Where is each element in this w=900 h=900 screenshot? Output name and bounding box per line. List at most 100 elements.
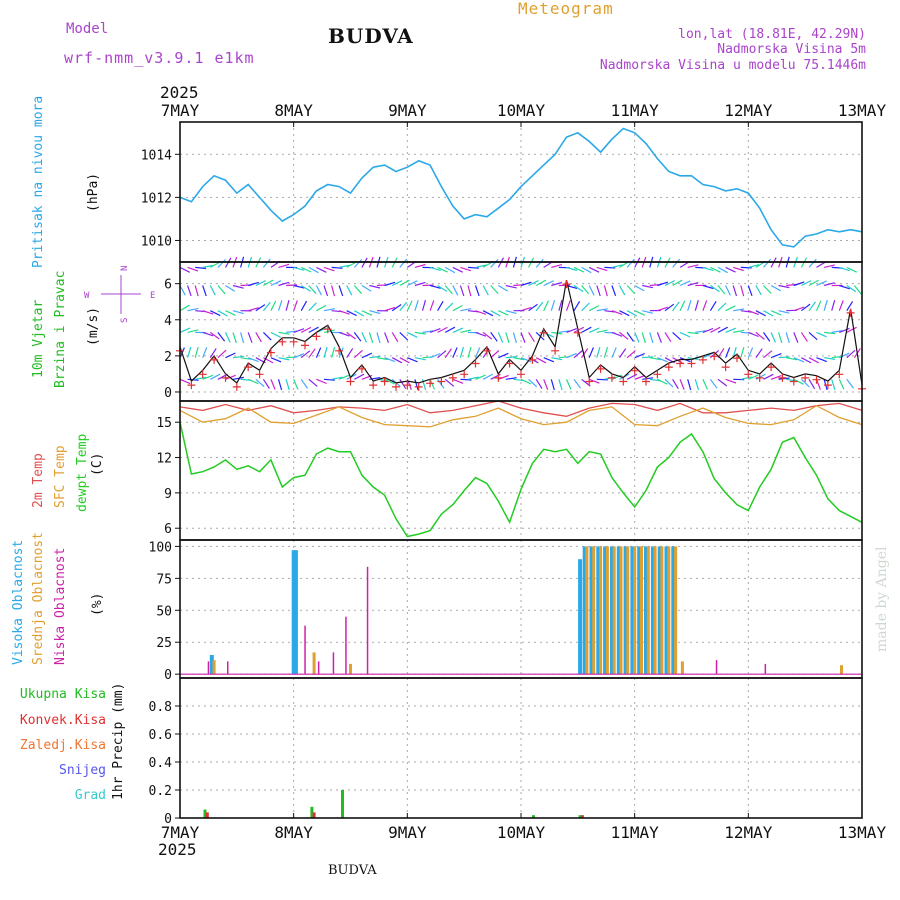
compass-east: E	[150, 291, 155, 301]
high-cloud-bar	[637, 546, 642, 675]
wind-arrow	[808, 331, 818, 341]
wind-arrow	[710, 285, 720, 293]
wind-arrow	[800, 378, 810, 388]
total-precip-bar	[578, 815, 582, 818]
wind-arrow	[725, 347, 731, 358]
wind-gust-marker	[198, 370, 207, 379]
wind-arrow	[604, 266, 616, 269]
wind-arrow	[278, 331, 290, 335]
high-cloud-bar	[603, 546, 608, 675]
wind-gust-marker	[607, 373, 616, 382]
wind-arrow	[406, 300, 413, 311]
wind-arrow	[308, 378, 318, 387]
wind-arrow	[300, 300, 308, 311]
wind-arrow	[414, 379, 419, 391]
wind-arrow	[262, 258, 271, 268]
wind-arrow	[422, 330, 434, 333]
wind-arrow	[459, 285, 465, 297]
wind-arrow	[573, 266, 585, 273]
wind-arrow	[474, 285, 480, 297]
wind-arrow	[391, 357, 403, 364]
wind-arrow	[755, 348, 763, 359]
wind-arrow	[626, 285, 636, 294]
wind-arrow	[202, 310, 214, 315]
wind-gust-marker	[426, 379, 435, 388]
y-tick-label: 2	[164, 350, 172, 365]
wind-arrow	[717, 378, 728, 387]
wind-arrow	[687, 331, 699, 335]
wind-arrow	[263, 279, 274, 287]
wind-gust-marker	[482, 346, 491, 355]
wind-arrow	[346, 310, 357, 317]
wind-arrow	[770, 375, 782, 380]
wind-arrow	[460, 266, 472, 272]
wind-arrow	[460, 308, 472, 312]
wind-arrow	[353, 285, 363, 295]
wind-arrow	[657, 378, 668, 385]
mid-cloud-bar	[646, 546, 650, 675]
wind-arrow	[293, 266, 305, 271]
wind-arrow	[740, 346, 745, 358]
wind-arrow	[217, 310, 228, 317]
wind-arrow	[482, 285, 489, 296]
wind-arrow	[179, 266, 191, 273]
wind-arrow	[414, 281, 426, 287]
mid-cloud-bar	[312, 652, 316, 675]
wind-arrow	[437, 350, 447, 359]
wind-arrow	[278, 263, 290, 268]
wind-gust-marker	[380, 377, 389, 386]
wind-arrow	[300, 266, 312, 273]
wind-arrow	[551, 264, 563, 268]
wind-gust-marker	[437, 377, 446, 386]
footer-title: BUDVA	[328, 863, 377, 878]
wind-arrow	[596, 346, 601, 358]
wind-gust-marker	[528, 355, 537, 364]
x-tick-label-bottom: 8MAY	[274, 823, 313, 842]
wind-gust-marker	[448, 373, 457, 382]
wind-arrow	[588, 347, 594, 358]
wind-arrow	[710, 266, 721, 273]
wind-gust-marker	[403, 381, 412, 390]
wind-arrow	[565, 379, 572, 390]
wind-arrow	[801, 303, 811, 312]
wind-gust-marker	[744, 370, 753, 379]
wind-arrow	[467, 346, 472, 358]
wind-arrow	[187, 346, 192, 358]
wind-arrow	[225, 284, 236, 292]
high-cloud-bar	[671, 546, 676, 675]
wind-arrow	[710, 326, 721, 333]
wind-arrow	[247, 357, 259, 363]
wind-arrow	[323, 266, 335, 272]
wind-arrow	[642, 284, 654, 289]
wind-arrow	[467, 285, 472, 297]
wind-arrow	[187, 329, 199, 333]
wind-arrow	[611, 374, 623, 380]
wind-arrow	[664, 303, 675, 312]
wind-arrow	[262, 301, 271, 312]
wind-arrow	[270, 280, 282, 287]
wind-gust-marker	[369, 381, 378, 390]
wind-arrow	[520, 357, 532, 363]
wind-arrow	[785, 332, 790, 344]
wind-arrow	[187, 285, 192, 297]
altitude-text: Nadmorska Visina 5m	[717, 42, 866, 57]
wind-arrow	[195, 266, 207, 270]
wind-arrow	[763, 258, 772, 268]
high-cloud-bar	[293, 550, 298, 675]
wind-arrow	[505, 377, 517, 380]
wind-arrow	[210, 310, 221, 317]
wind-arrow	[308, 285, 317, 295]
wind-arrow	[672, 279, 683, 287]
wind-arrow	[444, 378, 455, 387]
wind-arrow	[475, 310, 487, 315]
wind-arrow	[482, 310, 494, 317]
wind-gust-marker	[585, 377, 594, 386]
wind-arrow	[770, 310, 782, 316]
mid-cloud-bar	[599, 546, 603, 675]
mid-cloud-bar	[619, 546, 623, 675]
wind-gust-marker	[232, 382, 241, 391]
wind-arrow	[611, 331, 623, 337]
wind-arrow	[846, 378, 854, 389]
wind-arrow	[573, 300, 581, 312]
plot-layer: 1010 1012 1014 0 2 4 6 6 9 12 15 0 25 50 75 100 0 0.2 0.4 0…	[141, 101, 887, 842]
